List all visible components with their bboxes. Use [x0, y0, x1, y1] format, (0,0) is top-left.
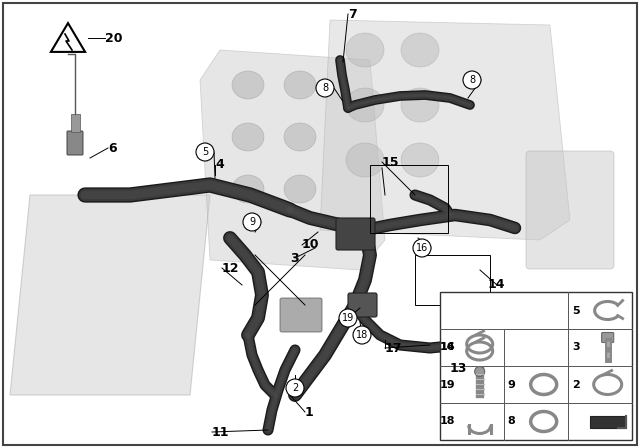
Ellipse shape [232, 123, 264, 151]
Circle shape [316, 79, 334, 97]
Polygon shape [200, 50, 385, 270]
Text: 4: 4 [215, 159, 224, 172]
Text: 10: 10 [302, 238, 319, 251]
FancyBboxPatch shape [348, 293, 377, 317]
Text: 15: 15 [382, 155, 399, 168]
Text: 5: 5 [572, 306, 579, 315]
Bar [589, 417, 626, 428]
Text: 6: 6 [108, 142, 116, 155]
Circle shape [196, 143, 214, 161]
Circle shape [413, 239, 431, 257]
Ellipse shape [346, 33, 384, 67]
Text: 9: 9 [508, 379, 516, 389]
Text: 19: 19 [342, 313, 354, 323]
Text: 18: 18 [356, 330, 368, 340]
Text: 16: 16 [440, 343, 456, 353]
Ellipse shape [232, 175, 264, 203]
Circle shape [339, 309, 357, 327]
Text: 16: 16 [416, 243, 428, 253]
Text: 8: 8 [508, 417, 516, 426]
Ellipse shape [284, 123, 316, 151]
Text: 3: 3 [572, 343, 579, 353]
Ellipse shape [346, 88, 384, 122]
Text: 7: 7 [348, 8, 356, 21]
Text: 1: 1 [305, 405, 314, 418]
Text: 14: 14 [488, 279, 506, 292]
FancyBboxPatch shape [602, 332, 614, 343]
Text: 11: 11 [212, 426, 230, 439]
Text: 13: 13 [450, 362, 467, 375]
FancyBboxPatch shape [526, 151, 614, 269]
Ellipse shape [401, 88, 439, 122]
Text: 9: 9 [249, 217, 255, 227]
Text: 8: 8 [322, 83, 328, 93]
Bar [415, 255, 490, 305]
Bar [71, 114, 80, 132]
Circle shape [243, 213, 261, 231]
Text: 18: 18 [440, 417, 456, 426]
Text: 14: 14 [440, 343, 456, 353]
Circle shape [353, 326, 371, 344]
Text: 2: 2 [292, 383, 298, 393]
Circle shape [463, 71, 481, 89]
Ellipse shape [401, 143, 439, 177]
FancyBboxPatch shape [67, 131, 83, 155]
Bar [440, 292, 632, 440]
FancyBboxPatch shape [336, 218, 375, 250]
Text: 12: 12 [222, 262, 239, 275]
Text: 2: 2 [572, 379, 580, 389]
Polygon shape [10, 195, 210, 395]
Ellipse shape [401, 33, 439, 67]
Ellipse shape [284, 175, 316, 203]
Ellipse shape [232, 71, 264, 99]
Text: 20: 20 [105, 31, 122, 44]
Bar [370, 165, 448, 233]
FancyBboxPatch shape [280, 298, 322, 332]
Polygon shape [320, 20, 570, 240]
Text: 8: 8 [469, 75, 475, 85]
Ellipse shape [284, 71, 316, 99]
Circle shape [286, 379, 304, 397]
Text: 5: 5 [202, 147, 208, 157]
Circle shape [475, 366, 484, 376]
Text: 3: 3 [290, 251, 299, 264]
Text: 17: 17 [385, 341, 403, 354]
Ellipse shape [346, 143, 384, 177]
Text: 19: 19 [440, 379, 456, 389]
